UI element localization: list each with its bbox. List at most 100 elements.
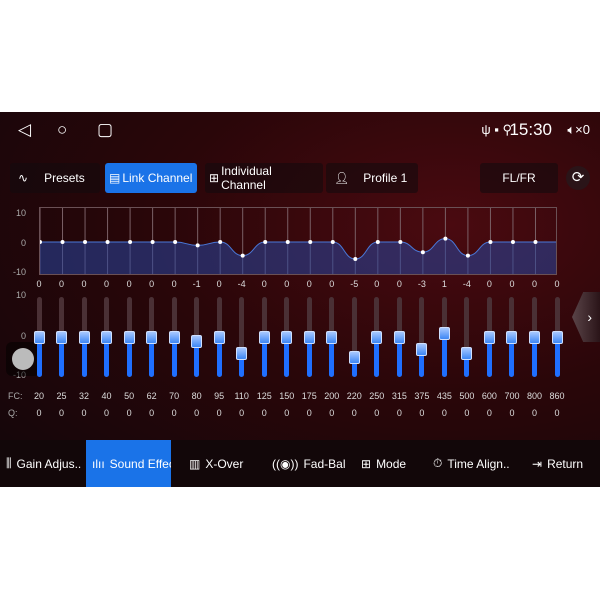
band-fc-value: 375 xyxy=(414,391,430,401)
eq-curve-point xyxy=(173,240,178,244)
graph-axis-label: 0 xyxy=(20,238,26,248)
recents-icon[interactable]: ▢ xyxy=(97,120,114,139)
band-slider-handle[interactable] xyxy=(213,331,225,344)
band-slider-handle[interactable] xyxy=(168,331,180,344)
refresh-icon[interactable]: ⟳ xyxy=(566,166,590,190)
band-slider-handle[interactable] xyxy=(416,343,428,356)
bottom-tab-sound-effect[interactable]: ılıı Sound Effec xyxy=(86,440,171,487)
eq-curve-point xyxy=(128,240,133,244)
band-slider-fill xyxy=(464,353,470,377)
band-fc-value: 250 xyxy=(369,391,385,401)
band-slider-handle[interactable] xyxy=(528,331,540,344)
tab-link-channel[interactable]: ▤ Link Channel xyxy=(105,163,197,193)
band-q-value: 0 xyxy=(464,408,470,418)
band-slider-handle[interactable] xyxy=(146,331,158,344)
band-slider-track[interactable] xyxy=(464,297,470,377)
speaker-icon: ((◉)) xyxy=(272,456,299,471)
band-fc-value: 110 xyxy=(234,391,249,401)
band-gain-value: 0 xyxy=(261,279,267,289)
tab-presets[interactable]: ∿ Presets xyxy=(10,163,100,193)
bottom-tab-label: Return xyxy=(547,456,584,471)
bottom-tab-x-over[interactable]: ▥ X-Over xyxy=(183,440,263,487)
band-slider-handle[interactable] xyxy=(348,351,360,364)
graph-axis-label: -10 xyxy=(12,267,26,277)
band-gain-value: 0 xyxy=(486,279,492,289)
band-slider-handle[interactable] xyxy=(258,331,270,344)
band-fc-value: 125 xyxy=(256,391,272,401)
band-q-value: 0 xyxy=(441,408,447,418)
eq-curve-point xyxy=(443,236,448,241)
bottom-tab-time-align[interactable]: ⏱︎ Time Align.. xyxy=(427,440,522,487)
band-slider-handle[interactable] xyxy=(393,331,405,344)
band-q-value: 0 xyxy=(194,408,200,418)
grid-icon: ⊞ xyxy=(209,171,220,185)
return-icon: ⇥ xyxy=(532,456,543,471)
band-slider-handle[interactable] xyxy=(236,347,248,360)
band-slider-track[interactable] xyxy=(239,297,245,377)
eq-curve-point xyxy=(308,240,313,244)
band-q-value: 0 xyxy=(486,408,492,418)
band-slider-fill xyxy=(486,337,492,377)
tab-label: Link Channel xyxy=(122,171,193,185)
band-q-value: 0 xyxy=(36,408,42,418)
next-page-arrow[interactable]: › xyxy=(572,292,600,342)
band-slider-fill xyxy=(149,337,155,377)
band-fc-value: 150 xyxy=(279,391,295,401)
band-slider-handle[interactable] xyxy=(506,331,518,344)
band-slider-handle[interactable] xyxy=(56,331,68,344)
band-q-value: 0 xyxy=(351,408,357,418)
band-gain-value: 0 xyxy=(396,279,402,289)
eq-curve-line xyxy=(40,238,556,260)
band-slider-handle[interactable] xyxy=(33,331,45,344)
band-q-value: 0 xyxy=(239,408,245,418)
floating-assist-button[interactable] xyxy=(6,342,40,376)
band-slider-handle[interactable] xyxy=(303,331,315,344)
band-slider-track[interactable] xyxy=(351,297,357,377)
band-slider-fill xyxy=(126,337,132,377)
band-slider-handle[interactable] xyxy=(483,331,495,344)
band-gain-value: -1 xyxy=(192,279,201,289)
bottom-tab-label: Sound Effec xyxy=(109,456,171,471)
band-gain-value: -3 xyxy=(417,279,426,289)
band-gain-value: 0 xyxy=(126,279,132,289)
band-fc-value: 20 xyxy=(33,391,44,401)
band-q-value: 0 xyxy=(261,408,267,418)
band-slider-handle[interactable] xyxy=(371,331,383,344)
band-slider-handle[interactable] xyxy=(551,331,563,344)
bottom-tab-fad-bal[interactable]: ((◉)) Fad-Bal xyxy=(266,440,350,487)
band-slider-fill xyxy=(104,337,110,377)
band-slider-handle[interactable] xyxy=(281,331,293,344)
band-fc-value: 32 xyxy=(79,391,90,401)
band-slider-fill xyxy=(81,337,87,377)
band-slider-handle[interactable] xyxy=(78,331,90,344)
eq-curve-point xyxy=(533,240,538,244)
eq-curve-point xyxy=(398,240,403,244)
bars-icon: ▥ xyxy=(189,456,201,471)
band-slider-handle[interactable] xyxy=(461,347,473,360)
back-icon[interactable]: ◁ xyxy=(18,120,32,139)
band-slider-handle[interactable] xyxy=(123,331,135,344)
bottom-tab-gain-adjust[interactable]: ⫼ Gain Adjus.. xyxy=(0,440,86,487)
bottom-tab-mode[interactable]: ⊞ Mode xyxy=(355,440,425,487)
eq-curve-point xyxy=(83,240,88,244)
channel-select-button[interactable]: FL/FR xyxy=(480,163,558,193)
band-slider-handle[interactable] xyxy=(191,335,203,348)
tab-profile[interactable]: 👤︎ Profile 1 xyxy=(326,163,418,193)
band-slider-handle[interactable] xyxy=(326,331,338,344)
status-icons: ψ ▪ ⚲ xyxy=(481,122,512,137)
home-icon[interactable]: ○ xyxy=(57,120,68,139)
tab-individual-channel[interactable]: ⊞ Individual Channel xyxy=(205,163,323,193)
band-fc-value: 600 xyxy=(481,391,497,401)
band-slider-track[interactable] xyxy=(419,297,425,377)
band-slider-fill xyxy=(531,337,537,377)
band-slider-handle[interactable] xyxy=(438,327,450,340)
band-q-value: 0 xyxy=(419,408,425,418)
band-gain-value: 0 xyxy=(509,279,515,289)
channel-label: FL/FR xyxy=(502,171,536,185)
bottom-tab-return[interactable]: ⇥ Return xyxy=(526,440,600,487)
band-fc-value: 220 xyxy=(346,391,362,401)
band-slider-handle[interactable] xyxy=(101,331,113,344)
eq-curve-point xyxy=(240,253,245,258)
band-fc-value: 62 xyxy=(146,391,157,401)
eq-curve-point xyxy=(510,240,515,244)
